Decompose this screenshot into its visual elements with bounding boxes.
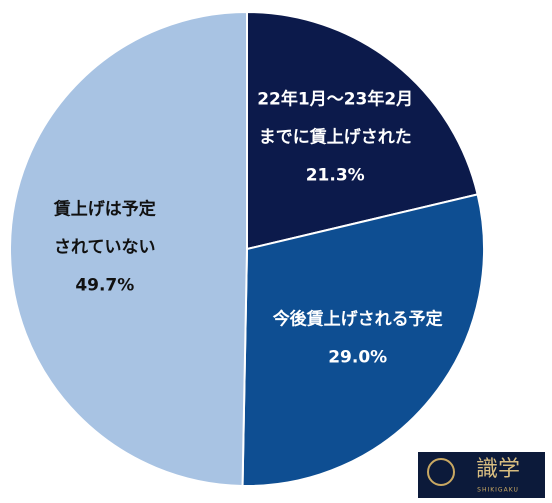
- logo-emblem: [427, 458, 455, 486]
- value-label: 49.7%: [75, 276, 134, 296]
- logo-subtext: SHIKIGAKU: [477, 487, 519, 494]
- value-label: 29.0%: [328, 347, 387, 367]
- slice-label: までに賃上げされた: [259, 126, 412, 147]
- slice-label: 賃上げは予定: [53, 199, 156, 220]
- pie-slice: [246, 10, 479, 251]
- slice-label: されていない: [54, 238, 156, 258]
- value-label: 21.3%: [306, 165, 365, 185]
- pie: [9, 10, 485, 487]
- slice-label: 22年1月～23年2月: [257, 88, 413, 109]
- logo: 識学 SHIKIGAKU: [418, 452, 545, 498]
- pie-slice: [241, 193, 485, 487]
- pie-slice: [9, 10, 248, 487]
- slice-label: 今後賃上げされる予定: [273, 308, 443, 329]
- logo-text: 識学: [476, 457, 520, 482]
